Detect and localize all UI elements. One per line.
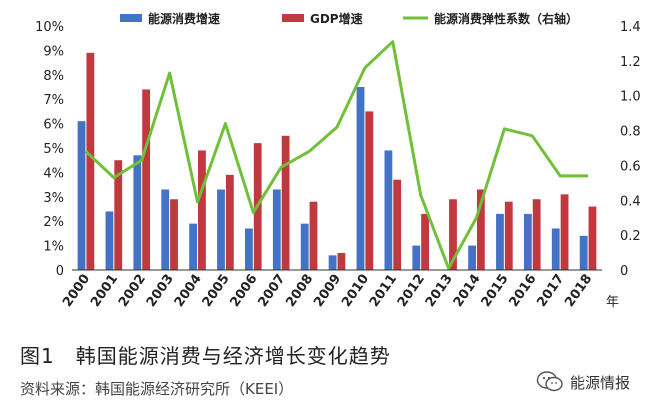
left-tick-label: 5% (43, 142, 64, 157)
legend-swatch-gdp (282, 14, 304, 22)
x-tick-label: 2006 (228, 272, 261, 310)
right-tick-label: 1.2 (620, 55, 641, 70)
left-tick-label: 4% (43, 166, 64, 181)
energy-bar (189, 223, 198, 270)
energy-bar (384, 150, 393, 270)
x-tick-label: 2003 (144, 272, 177, 310)
gdp-bar (560, 194, 569, 270)
x-axis-unit-label: 年 (606, 295, 619, 310)
x-tick-label: 2001 (88, 272, 121, 310)
gdp-bar (393, 179, 402, 270)
gdp-bar (421, 213, 429, 270)
gdp-bar (588, 206, 597, 270)
gdp-bar (532, 199, 541, 270)
right-tick-label: 0.2 (620, 229, 641, 244)
right-axis-ticks: 0 0.2 0.4 0.6 0.8 1.0 1.2 1.4 (620, 20, 641, 279)
x-tick-label: 2008 (283, 272, 316, 310)
energy-bar (412, 245, 421, 270)
left-tick-label: 2% (43, 215, 64, 230)
source-note: 资料来源：韩国能源经济研究所（KEEI） (20, 380, 294, 398)
elasticity-line (84, 40, 589, 270)
x-tick-label: 2004 (172, 272, 205, 310)
x-tick-label: 2005 (200, 272, 233, 310)
gdp-bar (309, 201, 318, 270)
legend-label-energy: 能源消费增速 (148, 11, 220, 26)
energy-bar (272, 189, 281, 270)
x-tick-label: 2009 (311, 272, 344, 310)
energy-bar (245, 228, 253, 270)
left-tick-label: 10% (35, 20, 64, 35)
x-tick-label: 2012 (395, 272, 428, 310)
figure-caption: 图1 韩国能源消费与经济增长变化趋势 (20, 344, 391, 368)
energy-bar (217, 189, 225, 270)
x-tick-label: 2018 (562, 272, 595, 310)
energy-bar (523, 213, 532, 270)
right-tick-label: 0.4 (620, 194, 641, 209)
gdp-bar (142, 89, 151, 270)
right-tick-label: 0 (620, 264, 628, 279)
line-series (84, 40, 589, 270)
gdp-bar (225, 174, 234, 270)
gdp-bar (170, 199, 178, 270)
gdp-bar (198, 150, 206, 270)
legend-swatch-energy (120, 14, 142, 22)
left-axis-ticks: 0 1% 2% 3% 4% 5% 6% 7% 8% 9% 10% (35, 20, 64, 279)
right-tick-label: 1.0 (620, 90, 641, 105)
gdp-bar (86, 52, 95, 271)
wechat-icon (536, 371, 563, 392)
energy-bar (105, 211, 114, 270)
watermark-text: 能源情报 (570, 373, 631, 392)
energy-bar (300, 223, 309, 270)
x-tick-label: 2013 (423, 272, 456, 310)
gdp-bar (281, 135, 290, 270)
x-tick-label: 2016 (506, 272, 539, 310)
x-tick-label: 2017 (534, 272, 567, 310)
gdp-bar (337, 252, 346, 270)
left-tick-label: 0 (56, 264, 64, 279)
bar-series (77, 52, 597, 271)
x-tick-label: 2011 (367, 272, 400, 310)
energy-bar (328, 255, 337, 270)
watermark: 能源情报 (536, 370, 630, 394)
x-tick-label: 2007 (255, 272, 288, 310)
gdp-bar (114, 160, 123, 270)
energy-bar (551, 228, 560, 270)
gdp-bar (365, 111, 374, 271)
x-axis-ticks: 2000200120022003200420052006200720082009… (60, 272, 595, 310)
energy-bar (77, 121, 86, 270)
x-tick-label: 2010 (339, 272, 372, 310)
energy-bar (133, 155, 142, 270)
energy-bar (468, 245, 476, 270)
chart: 0 1% 2% 3% 4% 5% 6% 7% 8% 9% 10% 0 0.2 0.4 0.6 0.8 1.0 1… (35, 11, 641, 310)
energy-bar (161, 189, 170, 270)
x-tick-label: 2015 (479, 272, 512, 310)
legend-label-elasticity: 能源消费弹性系数（右轴） (434, 11, 578, 26)
energy-bar (579, 235, 588, 270)
gdp-bar (504, 201, 513, 270)
energy-bar (496, 213, 504, 270)
gdp-bar (476, 189, 485, 270)
right-tick-label: 1.4 (620, 20, 641, 35)
legend-label-gdp: GDP增速 (310, 11, 363, 26)
energy-bar (356, 87, 365, 270)
right-tick-label: 0.8 (620, 125, 641, 140)
left-tick-label: 7% (43, 93, 64, 108)
x-tick-label: 2000 (60, 272, 93, 310)
x-tick-label: 2002 (116, 272, 149, 310)
gdp-bar (449, 199, 457, 270)
left-tick-label: 3% (43, 191, 64, 206)
left-tick-label: 1% (43, 240, 64, 255)
right-tick-label: 0.6 (620, 159, 641, 174)
left-tick-label: 8% (43, 69, 64, 84)
left-tick-label: 6% (43, 118, 64, 133)
left-tick-label: 9% (43, 44, 64, 59)
legend: 能源消费增速 GDP增速 能源消费弹性系数（右轴） (120, 11, 578, 26)
x-tick-label: 2014 (451, 272, 484, 310)
